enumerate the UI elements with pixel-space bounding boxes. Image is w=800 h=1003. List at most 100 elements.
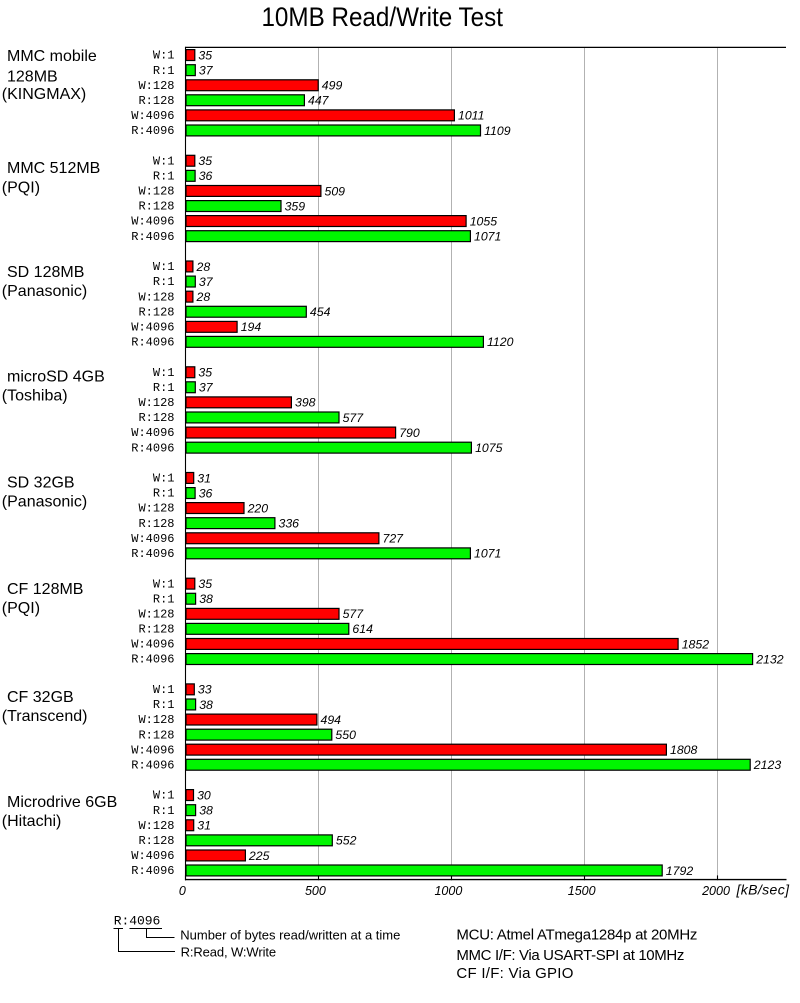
svg-text:R:128: R:128: [138, 200, 174, 214]
svg-text:CF I/F: Via GPIO: CF I/F: Via GPIO: [456, 965, 573, 982]
svg-text:727: 727: [383, 532, 405, 546]
svg-text:614: 614: [352, 622, 373, 636]
svg-text:W:4096: W:4096: [131, 215, 174, 229]
svg-text:454: 454: [310, 305, 331, 319]
svg-text:(PQI): (PQI): [2, 180, 40, 197]
svg-text:Microdrive 6GB: Microdrive 6GB: [7, 794, 117, 811]
svg-text:359: 359: [285, 199, 306, 213]
svg-text:R:1: R:1: [153, 64, 175, 78]
svg-text:W:4096: W:4096: [131, 109, 174, 123]
svg-text:500: 500: [305, 884, 326, 898]
svg-text:(Panasonic): (Panasonic): [2, 494, 87, 511]
svg-text:W:4096: W:4096: [131, 743, 174, 757]
svg-text:W:4096: W:4096: [131, 426, 174, 440]
svg-text:R:4096: R:4096: [131, 758, 174, 772]
svg-text:2000: 2000: [701, 884, 730, 898]
svg-text:336: 336: [279, 517, 300, 531]
svg-text:R:1: R:1: [153, 592, 175, 606]
svg-text:W:1: W:1: [153, 789, 175, 803]
svg-text:W:1: W:1: [153, 154, 175, 168]
svg-text:37: 37: [199, 381, 214, 395]
svg-text:R:4096: R:4096: [131, 336, 174, 350]
svg-text:(KINGMAX): (KINGMAX): [2, 86, 86, 103]
svg-text:W:1: W:1: [153, 49, 175, 63]
svg-text:MCU: Atmel ATmega1284p at 20MH: MCU: Atmel ATmega1284p at 20MHz: [456, 926, 697, 943]
svg-text:790: 790: [399, 426, 420, 440]
svg-text:35: 35: [198, 48, 212, 62]
svg-text:W:128: W:128: [138, 290, 174, 304]
svg-text:1792: 1792: [666, 864, 694, 878]
svg-text:W:1: W:1: [153, 472, 175, 486]
svg-text:CF 32GB: CF 32GB: [7, 689, 74, 706]
svg-text:R:128: R:128: [138, 623, 174, 637]
svg-text:(Toshiba): (Toshiba): [2, 388, 68, 405]
svg-text:MMC 512MB: MMC 512MB: [7, 160, 100, 177]
svg-text:R:4096: R:4096: [131, 124, 174, 138]
svg-text:W:4096: W:4096: [131, 849, 174, 863]
svg-text:W:128: W:128: [138, 502, 174, 516]
svg-text:(Hitachi): (Hitachi): [2, 813, 62, 830]
svg-text:[kB/sec]: [kB/sec]: [736, 882, 791, 898]
svg-text:1808: 1808: [670, 743, 698, 757]
svg-text:494: 494: [321, 713, 342, 727]
svg-text:CF 128MB: CF 128MB: [7, 581, 83, 598]
svg-text:W:128: W:128: [138, 713, 174, 727]
svg-text:1055: 1055: [470, 214, 498, 228]
svg-text:31: 31: [197, 471, 211, 485]
svg-text:R:128: R:128: [138, 517, 174, 531]
svg-text:35: 35: [198, 577, 212, 591]
svg-text:R:1: R:1: [153, 275, 175, 289]
svg-text:1852: 1852: [682, 637, 710, 651]
svg-text:31: 31: [197, 819, 211, 833]
svg-text:Number of bytes read/written a: Number of bytes read/written at a time: [180, 928, 400, 943]
svg-text:2123: 2123: [753, 758, 782, 772]
svg-text:MMC mobile: MMC mobile: [7, 48, 97, 65]
svg-text:microSD 4GB: microSD 4GB: [7, 368, 105, 385]
svg-text:1500: 1500: [568, 884, 596, 898]
svg-text:577: 577: [343, 607, 365, 621]
svg-text:33: 33: [198, 683, 212, 697]
svg-text:509: 509: [325, 184, 346, 198]
svg-text:30: 30: [197, 788, 211, 802]
svg-text:35: 35: [198, 366, 212, 380]
svg-text:W:128: W:128: [138, 79, 174, 93]
svg-text:W:1: W:1: [153, 260, 175, 274]
svg-text:W:128: W:128: [138, 608, 174, 622]
svg-text:38: 38: [199, 804, 213, 818]
svg-text:R:128: R:128: [138, 411, 174, 425]
svg-text:37: 37: [199, 64, 214, 78]
svg-text:R:4096: R:4096: [131, 547, 174, 561]
svg-text:577: 577: [343, 411, 365, 425]
svg-text:R:1: R:1: [153, 698, 175, 712]
svg-text:R:1: R:1: [153, 170, 175, 184]
svg-text:R:128: R:128: [138, 834, 174, 848]
svg-text:W:4096: W:4096: [131, 532, 174, 546]
svg-text:37: 37: [199, 275, 214, 289]
svg-text:220: 220: [247, 501, 269, 515]
svg-text:1071: 1071: [474, 230, 501, 244]
svg-text:R:4096: R:4096: [131, 653, 174, 667]
svg-text:(Transcend): (Transcend): [2, 708, 88, 725]
svg-text:(Panasonic): (Panasonic): [2, 283, 87, 300]
svg-text:R:128: R:128: [138, 94, 174, 108]
svg-text:W:4096: W:4096: [131, 321, 174, 335]
svg-text:128MB: 128MB: [7, 68, 58, 85]
svg-text:W:128: W:128: [138, 185, 174, 199]
svg-text:28: 28: [196, 290, 211, 304]
svg-text:R:Read, W:Write: R:Read, W:Write: [181, 945, 277, 960]
svg-text:398: 398: [295, 396, 316, 410]
svg-text:35: 35: [198, 154, 212, 168]
svg-text:194: 194: [241, 320, 262, 334]
svg-text:MMC I/F: Via USART-SPI at 10MH: MMC I/F: Via USART-SPI at 10MHz: [456, 947, 684, 964]
svg-text:R:4096: R:4096: [131, 864, 174, 878]
svg-text:SD 32GB: SD 32GB: [7, 475, 75, 492]
svg-text:1011: 1011: [458, 109, 484, 123]
svg-text:447: 447: [308, 94, 330, 108]
svg-text:W:1: W:1: [153, 577, 175, 591]
svg-text:R:128: R:128: [138, 305, 174, 319]
svg-text:W:1: W:1: [153, 683, 175, 697]
svg-text:225: 225: [248, 849, 270, 863]
svg-text:R:1: R:1: [153, 804, 175, 818]
svg-text:499: 499: [322, 79, 343, 93]
svg-text:550: 550: [335, 728, 356, 742]
